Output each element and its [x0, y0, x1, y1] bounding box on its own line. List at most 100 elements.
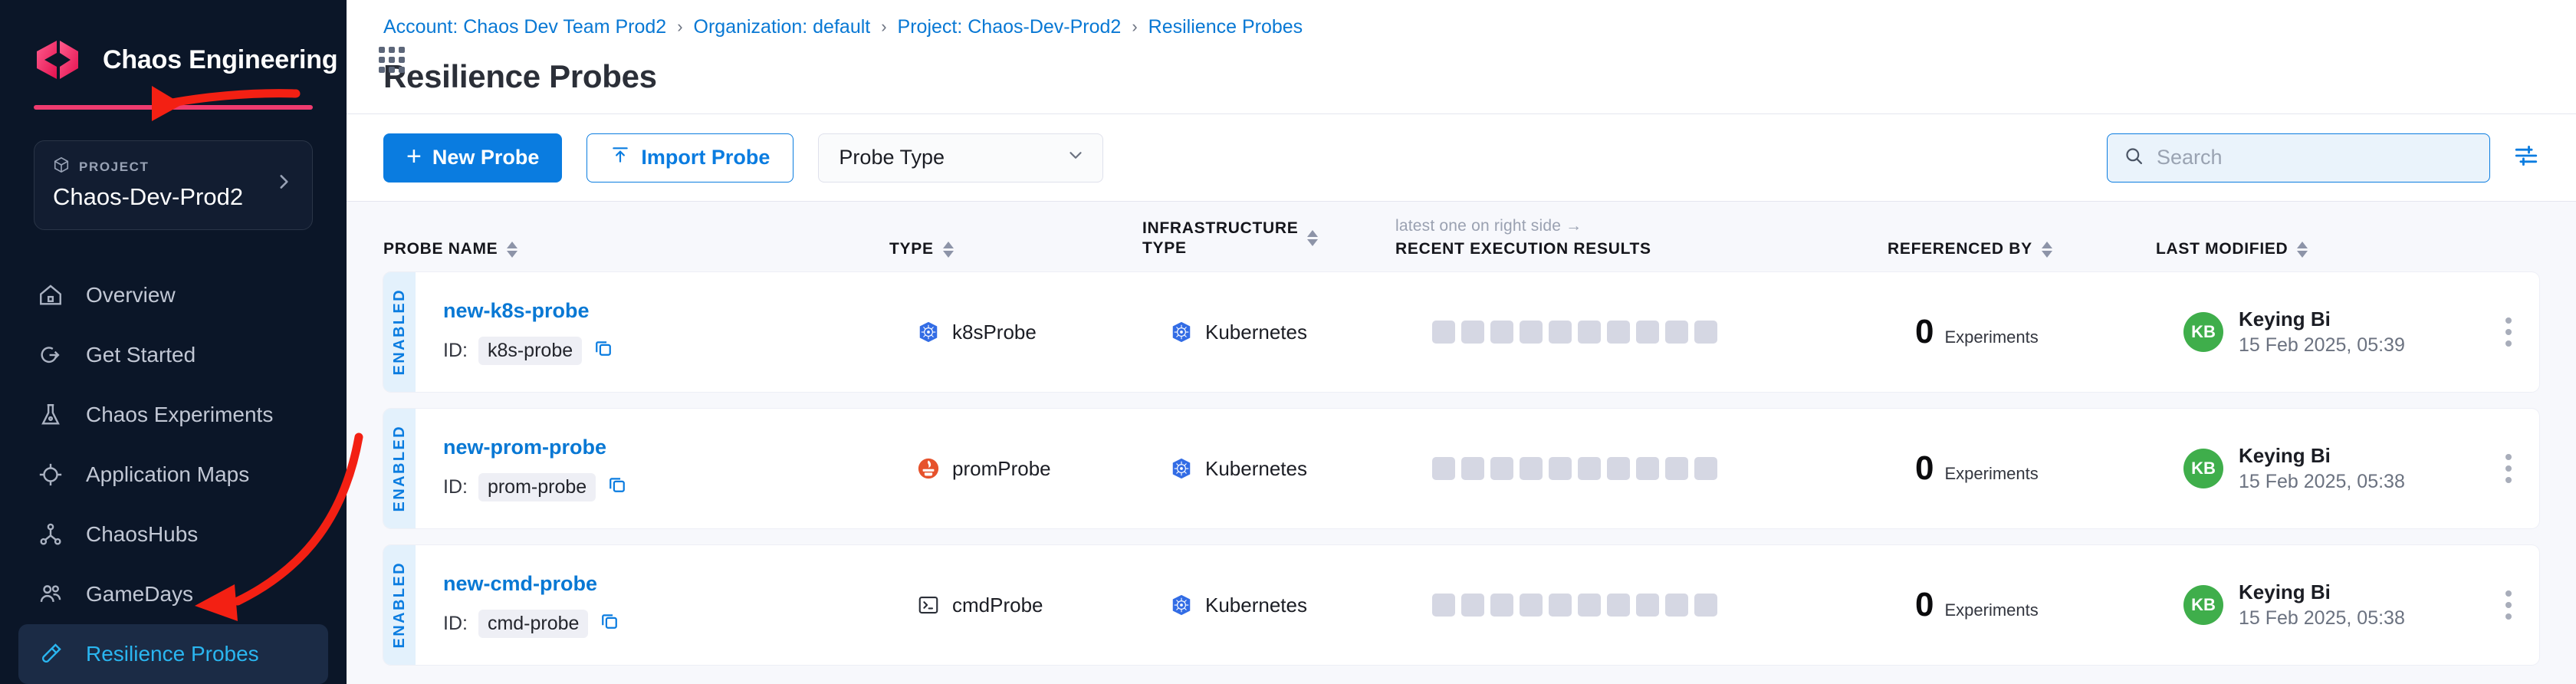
- project-kicker: PROJECT: [53, 156, 243, 177]
- probe-type: cmdProbe: [917, 594, 1043, 617]
- probe-type-label: k8sProbe: [952, 320, 1037, 344]
- status-label: ENABLED: [390, 425, 408, 512]
- sort-icon[interactable]: [2041, 241, 2052, 258]
- toolbar: + New Probe Import Probe Probe Type: [347, 114, 2576, 202]
- cell-last-modified: KB Keying Bi 15 Feb 2025, 05:38: [2156, 545, 2478, 665]
- copy-icon[interactable]: [599, 610, 620, 632]
- probe-name-link[interactable]: new-k8s-probe: [443, 299, 590, 322]
- sidebar-item-resilience-probes[interactable]: Resilience Probes: [18, 624, 328, 684]
- search-box[interactable]: [2107, 133, 2490, 183]
- probe-id-value: k8s-probe: [478, 337, 583, 365]
- execution-result-squares[interactable]: [1423, 457, 1717, 480]
- recent-execution-hint: latest one on right side →: [1395, 217, 1582, 235]
- prometheus-icon: [918, 458, 939, 479]
- column-header-infrastructure-type[interactable]: INFRASTRUCTURE TYPE: [1142, 219, 1395, 273]
- new-probe-button[interactable]: + New Probe: [383, 133, 563, 183]
- page-header: Resilience Probes: [347, 54, 2576, 114]
- referenced-by-count: 0: [1915, 313, 1934, 350]
- grid-apps-icon[interactable]: [379, 46, 406, 74]
- import-upload-icon: [610, 145, 630, 170]
- probe-type-label: cmdProbe: [952, 593, 1043, 617]
- chevron-right-icon[interactable]: [274, 172, 294, 196]
- probe-id-line: ID: cmd-probe: [443, 610, 620, 638]
- referenced-by-value: 0 Experiments: [1915, 452, 2039, 485]
- copy-icon[interactable]: [593, 337, 614, 359]
- probe-type: promProbe: [917, 457, 1051, 481]
- filter-sliders-icon[interactable]: [2513, 143, 2539, 173]
- referenced-by-count: 0: [1915, 449, 1934, 487]
- avatar: KB: [2183, 312, 2223, 352]
- cell-last-modified: KB Keying Bi 15 Feb 2025, 05:38: [2156, 409, 2478, 528]
- sidebar-item-gamedays[interactable]: GameDays: [18, 564, 328, 624]
- project-selector[interactable]: PROJECT Chaos-Dev-Prod2: [34, 140, 313, 230]
- cell-referenced-by: 0 Experiments: [1888, 545, 2156, 665]
- column-header-probe-name[interactable]: PROBE NAME: [383, 240, 889, 272]
- sidebar-item-label: ChaosHubs: [86, 522, 199, 546]
- flask-icon: [35, 400, 66, 430]
- copy-icon[interactable]: [606, 474, 628, 501]
- cell-recent-execution-results: [1395, 272, 1888, 392]
- row-actions-menu-icon[interactable]: [2478, 272, 2539, 392]
- avatar: KB: [2183, 449, 2223, 488]
- last-modified-value: KB Keying Bi 15 Feb 2025, 05:38: [2183, 444, 2405, 493]
- id-prefix-label: ID:: [443, 476, 468, 498]
- column-header-type[interactable]: TYPE: [889, 240, 1142, 272]
- cell-recent-execution-results: [1395, 545, 1888, 665]
- home-icon: [35, 280, 66, 311]
- breadcrumb-current[interactable]: Resilience Probes: [1148, 15, 1303, 38]
- sidebar-item-overview[interactable]: Overview: [18, 265, 328, 325]
- probes-table: PROBE NAME TYPE INFRASTRUCTURE TYPE late…: [347, 202, 2576, 684]
- column-header-last-modified[interactable]: LAST MODIFIED: [2156, 240, 2478, 272]
- sidebar-item-get-started[interactable]: Get Started: [18, 325, 328, 385]
- breadcrumb-account[interactable]: Account: Chaos Dev Team Prod2: [383, 15, 667, 38]
- search-input[interactable]: [2157, 146, 2474, 169]
- probe-name-link[interactable]: new-prom-probe: [443, 436, 606, 459]
- search-icon: [2123, 145, 2144, 170]
- row-actions-menu-icon[interactable]: [2478, 545, 2539, 665]
- sort-icon[interactable]: [1307, 230, 1319, 247]
- copy-icon[interactable]: [599, 610, 620, 637]
- table-row[interactable]: ENABLED new-k8s-probe ID: k8s-probe k8sProbe…: [383, 272, 2539, 392]
- breadcrumb-organization[interactable]: Organization: default: [693, 15, 871, 38]
- sidebar: Chaos Engineering PROJECT Chaos-Dev-Prod…: [0, 0, 406, 684]
- sidebar-item-chaos-experiments[interactable]: Chaos Experiments: [18, 385, 328, 445]
- table-row[interactable]: ENABLED new-cmd-probe ID: cmd-probe cmdProbe…: [383, 545, 2539, 665]
- status-label: ENABLED: [390, 288, 408, 376]
- row-actions-menu-icon[interactable]: [2478, 409, 2539, 528]
- cell-type: k8sProbe: [889, 272, 1142, 392]
- probe-id-value: prom-probe: [478, 473, 596, 501]
- copy-icon[interactable]: [593, 337, 614, 364]
- execution-result-squares[interactable]: [1423, 321, 1717, 344]
- execution-result-squares[interactable]: [1423, 594, 1717, 617]
- probe-type-select[interactable]: Probe Type: [818, 133, 1104, 183]
- infrastructure-type-label: Kubernetes: [1205, 456, 1307, 480]
- sidebar-item-chaoshubs[interactable]: ChaosHubs: [18, 505, 328, 564]
- experiments-label: Experiments: [1944, 464, 2039, 483]
- sort-icon[interactable]: [2297, 241, 2308, 258]
- last-modified-text: Keying Bi 15 Feb 2025, 05:39: [2239, 307, 2405, 357]
- copy-icon[interactable]: [606, 474, 628, 495]
- cube-icon: [53, 156, 70, 177]
- column-header-referenced-by[interactable]: REFERENCED BY: [1888, 240, 2156, 272]
- column-label: RECENT EXECUTION RESULTS: [1395, 240, 1651, 258]
- harness-chaos-logo-icon: [34, 36, 81, 84]
- table-row[interactable]: ENABLED new-prom-probe ID: prom-probe promPr…: [383, 409, 2539, 528]
- last-modified-value: KB Keying Bi 15 Feb 2025, 05:38: [2183, 580, 2405, 630]
- import-probe-label: Import Probe: [641, 146, 770, 169]
- sidebar-item-label: Application Maps: [86, 462, 250, 486]
- import-probe-button[interactable]: Import Probe: [586, 133, 794, 183]
- terminal-icon: [918, 596, 938, 614]
- status-badge: ENABLED: [383, 272, 416, 392]
- sidebar-item-application-maps[interactable]: Application Maps: [18, 445, 328, 505]
- sort-icon[interactable]: [942, 241, 954, 258]
- sort-icon[interactable]: [507, 241, 518, 258]
- page-title: Resilience Probes: [383, 58, 657, 94]
- status-badge: ENABLED: [383, 409, 416, 528]
- cell-last-modified: KB Keying Bi 15 Feb 2025, 05:39: [2156, 272, 2478, 392]
- breadcrumb-project[interactable]: Project: Chaos-Dev-Prod2: [897, 15, 1122, 38]
- table-body: ENABLED new-k8s-probe ID: k8s-probe k8sProbe…: [347, 272, 2576, 665]
- cell-referenced-by: 0 Experiments: [1888, 272, 2156, 392]
- table-header-row: PROBE NAME TYPE INFRASTRUCTURE TYPE late…: [347, 202, 2576, 272]
- probe-name-link[interactable]: new-cmd-probe: [443, 572, 598, 595]
- cell-infrastructure-type: Kubernetes: [1142, 272, 1395, 392]
